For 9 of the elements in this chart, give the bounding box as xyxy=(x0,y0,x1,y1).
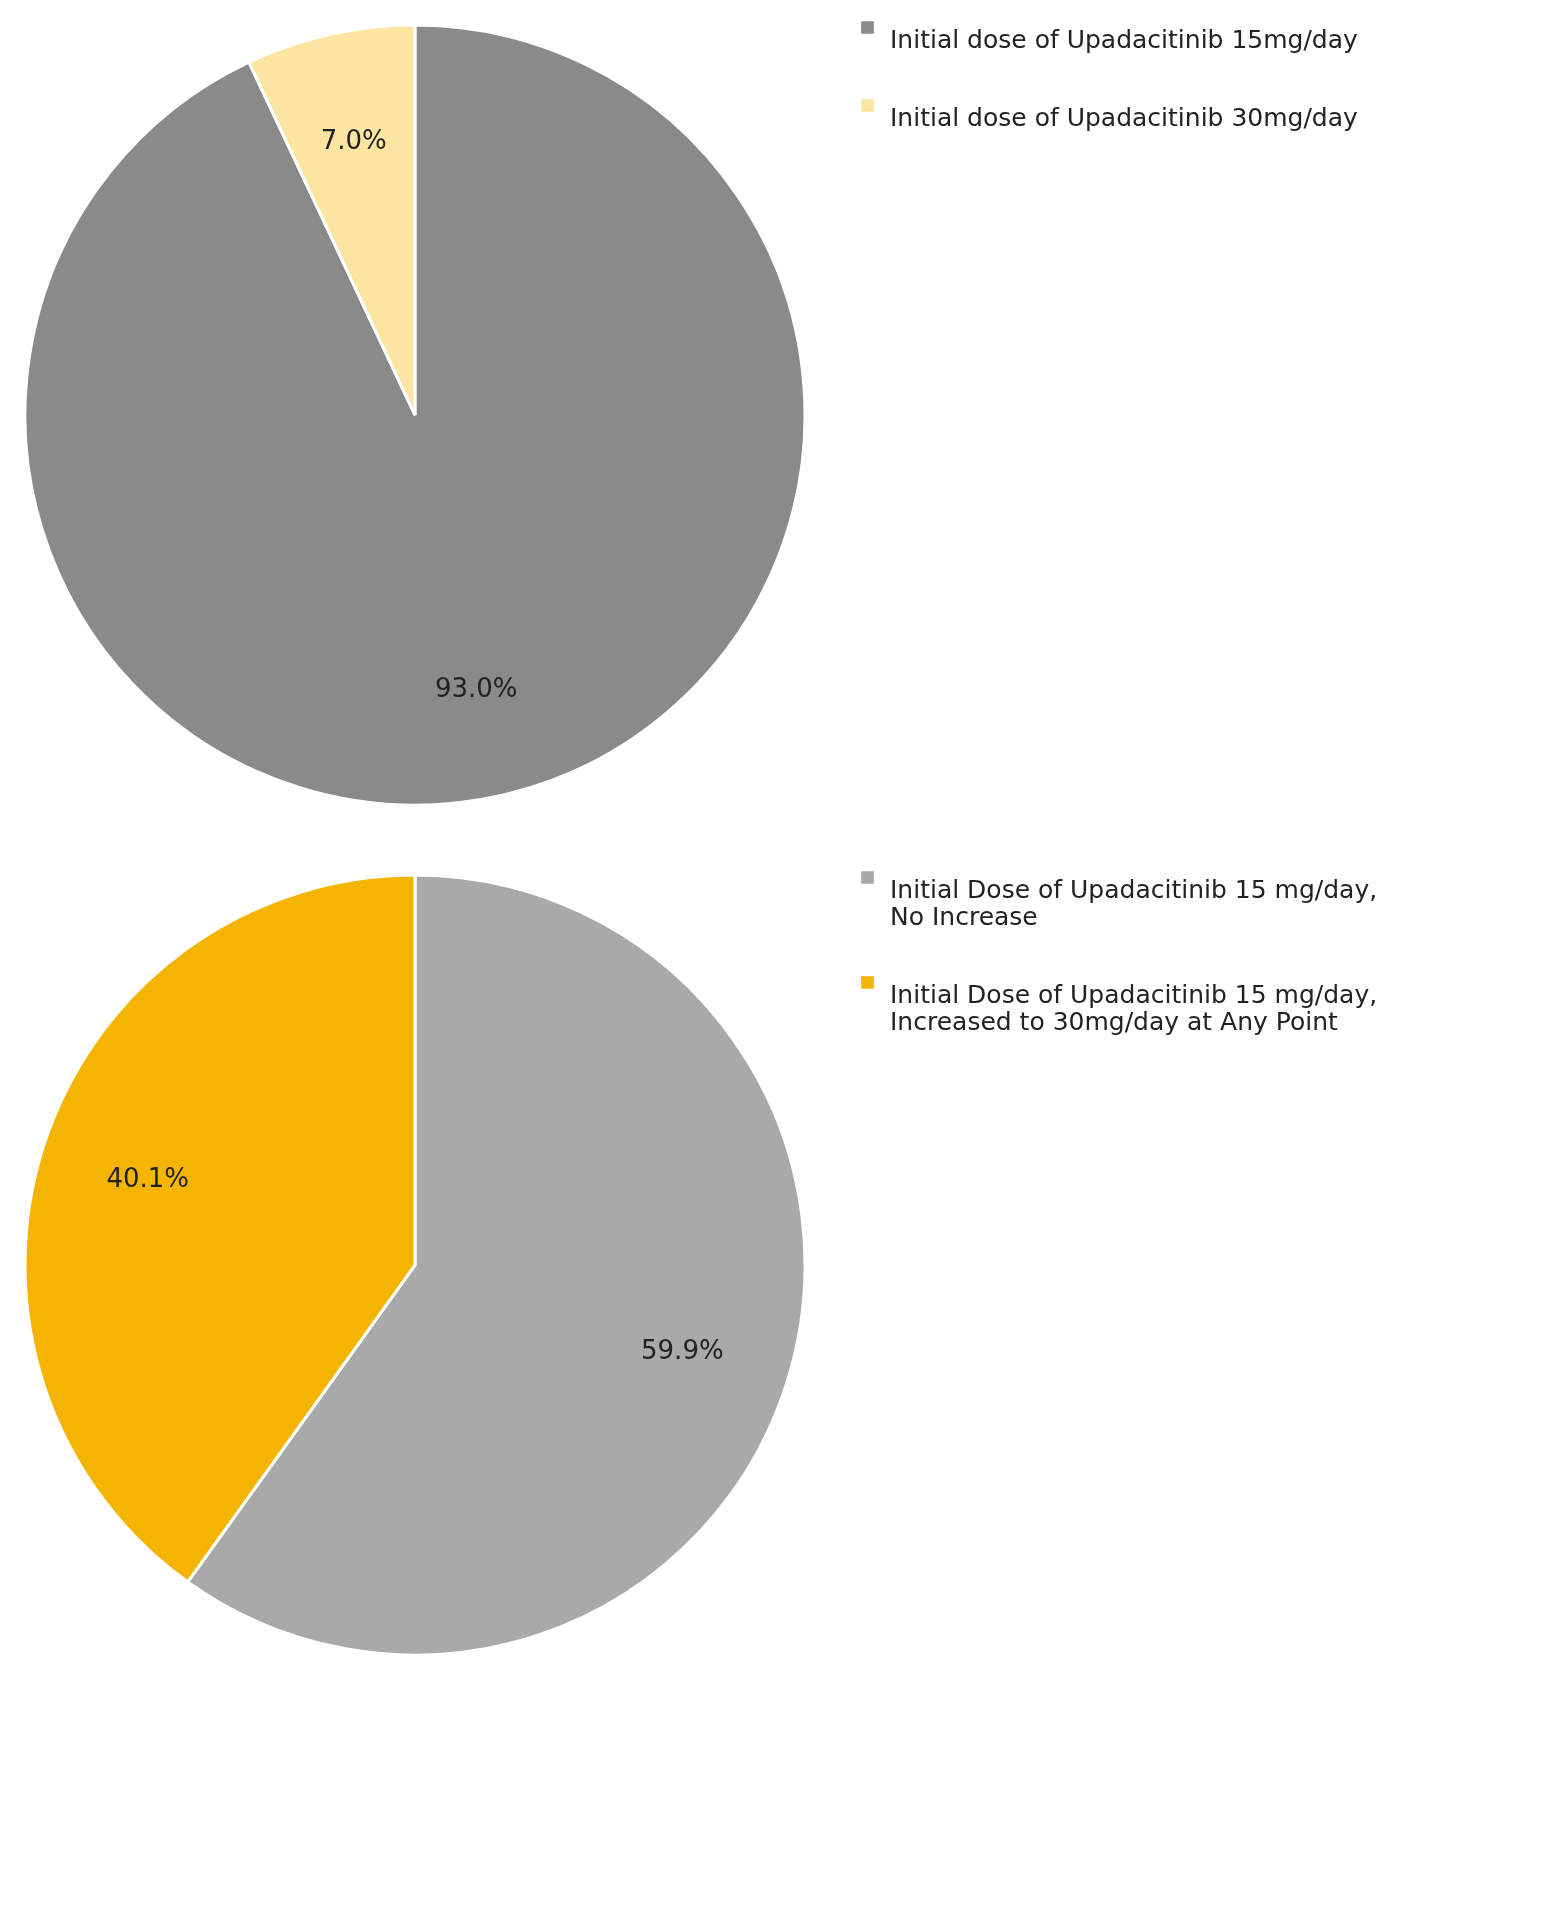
data-label: 40.1% xyxy=(106,1163,189,1194)
legend-label: Initial Dose of Upadacitinib 15 mg/day, No Increase xyxy=(890,874,1378,931)
legend-label: Initial Dose of Upadacitinib 15 mg/day, Increased to 30mg/day at Any Point xyxy=(890,979,1378,1036)
data-label: 59.9% xyxy=(641,1334,724,1365)
legend-label: Initial dose of Upadacitinib 15mg/day xyxy=(890,24,1359,54)
data-label: 7.0% xyxy=(320,124,387,155)
legend-label: Initial dose of Upadacitinib 30mg/day xyxy=(890,102,1359,132)
pie-slice xyxy=(23,23,807,807)
data-label: 93.0% xyxy=(434,673,518,704)
